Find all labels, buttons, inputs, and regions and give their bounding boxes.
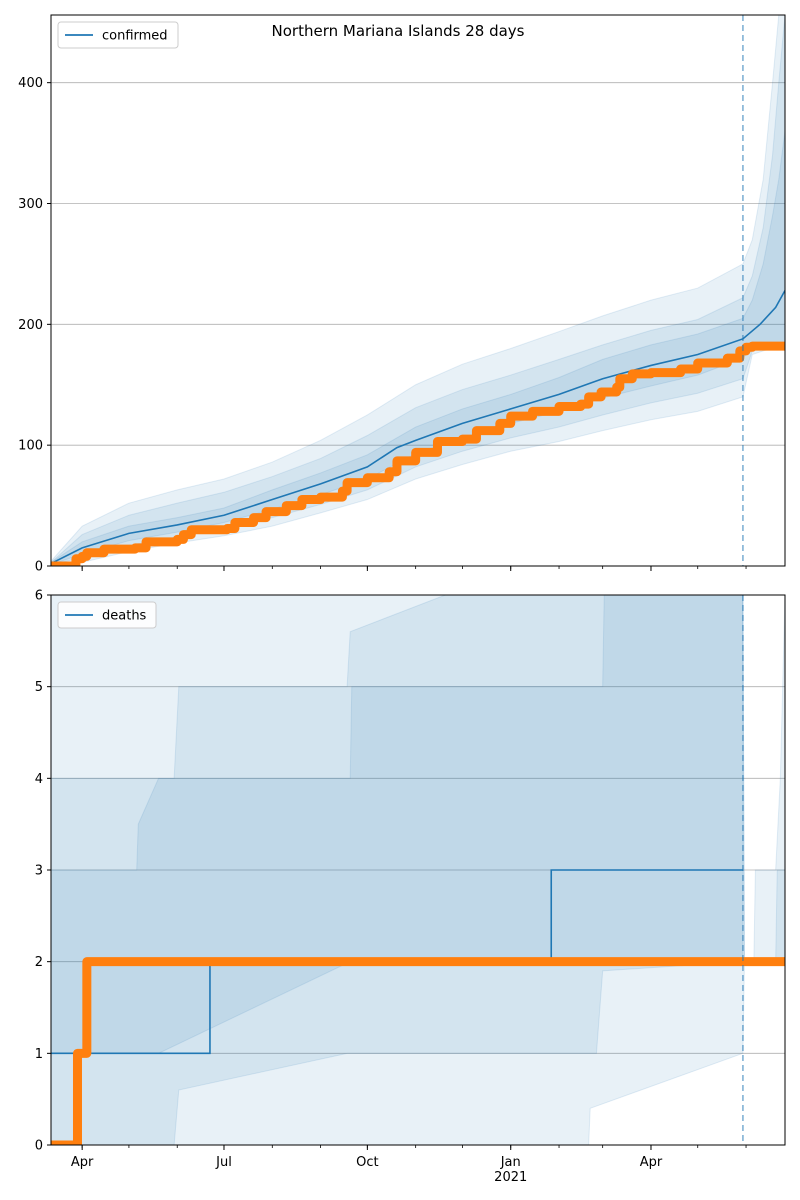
y-tick-label: 300 [18, 197, 43, 212]
confirmed-panel: 0 100 200 300 400 confirmed [18, 14, 786, 575]
figure-title: Northern Mariana Islands 28 days [272, 22, 525, 40]
series-observed-markers [51, 957, 785, 1145]
y-tick-label: 0 [35, 560, 43, 575]
axes-frame [50, 14, 786, 567]
legend-box [57, 601, 157, 629]
legend: confirmed [57, 21, 179, 49]
uncertainty-band-outer [51, 15, 785, 566]
uncertainty-band-middle [51, 595, 785, 1145]
plot-area [51, 595, 785, 1145]
y-tick-label: 400 [18, 76, 43, 91]
y-tick-label: 2 [35, 955, 43, 970]
series-confirmed-line [51, 290, 785, 565]
x-tick-label: 2021 [494, 1170, 527, 1185]
plot-area [51, 15, 785, 566]
x-tick-label: Apr [71, 1155, 94, 1170]
y-tick-label: 3 [35, 864, 43, 879]
uncertainty-band-middle [51, 15, 785, 566]
y-tick-label: 100 [18, 439, 43, 454]
legend-label: deaths [102, 609, 147, 624]
y-tick-label: 4 [35, 772, 43, 787]
legend-box [57, 21, 179, 49]
series-observed-markers [51, 341, 785, 566]
legend: deaths [57, 601, 157, 629]
x-tick-label: Oct [356, 1155, 378, 1170]
x-tick-label: Apr [640, 1155, 663, 1170]
y-tick-label: 0 [35, 1139, 43, 1154]
x-tick-label: Jan [500, 1155, 521, 1170]
y-tick-label: 1 [35, 1047, 43, 1062]
y-tick-label: 200 [18, 318, 43, 333]
legend-label: confirmed [102, 29, 168, 44]
y-tick-label: 6 [35, 589, 43, 604]
x-tick-label: Jul [215, 1155, 232, 1170]
y-tick-label: 5 [35, 680, 43, 695]
